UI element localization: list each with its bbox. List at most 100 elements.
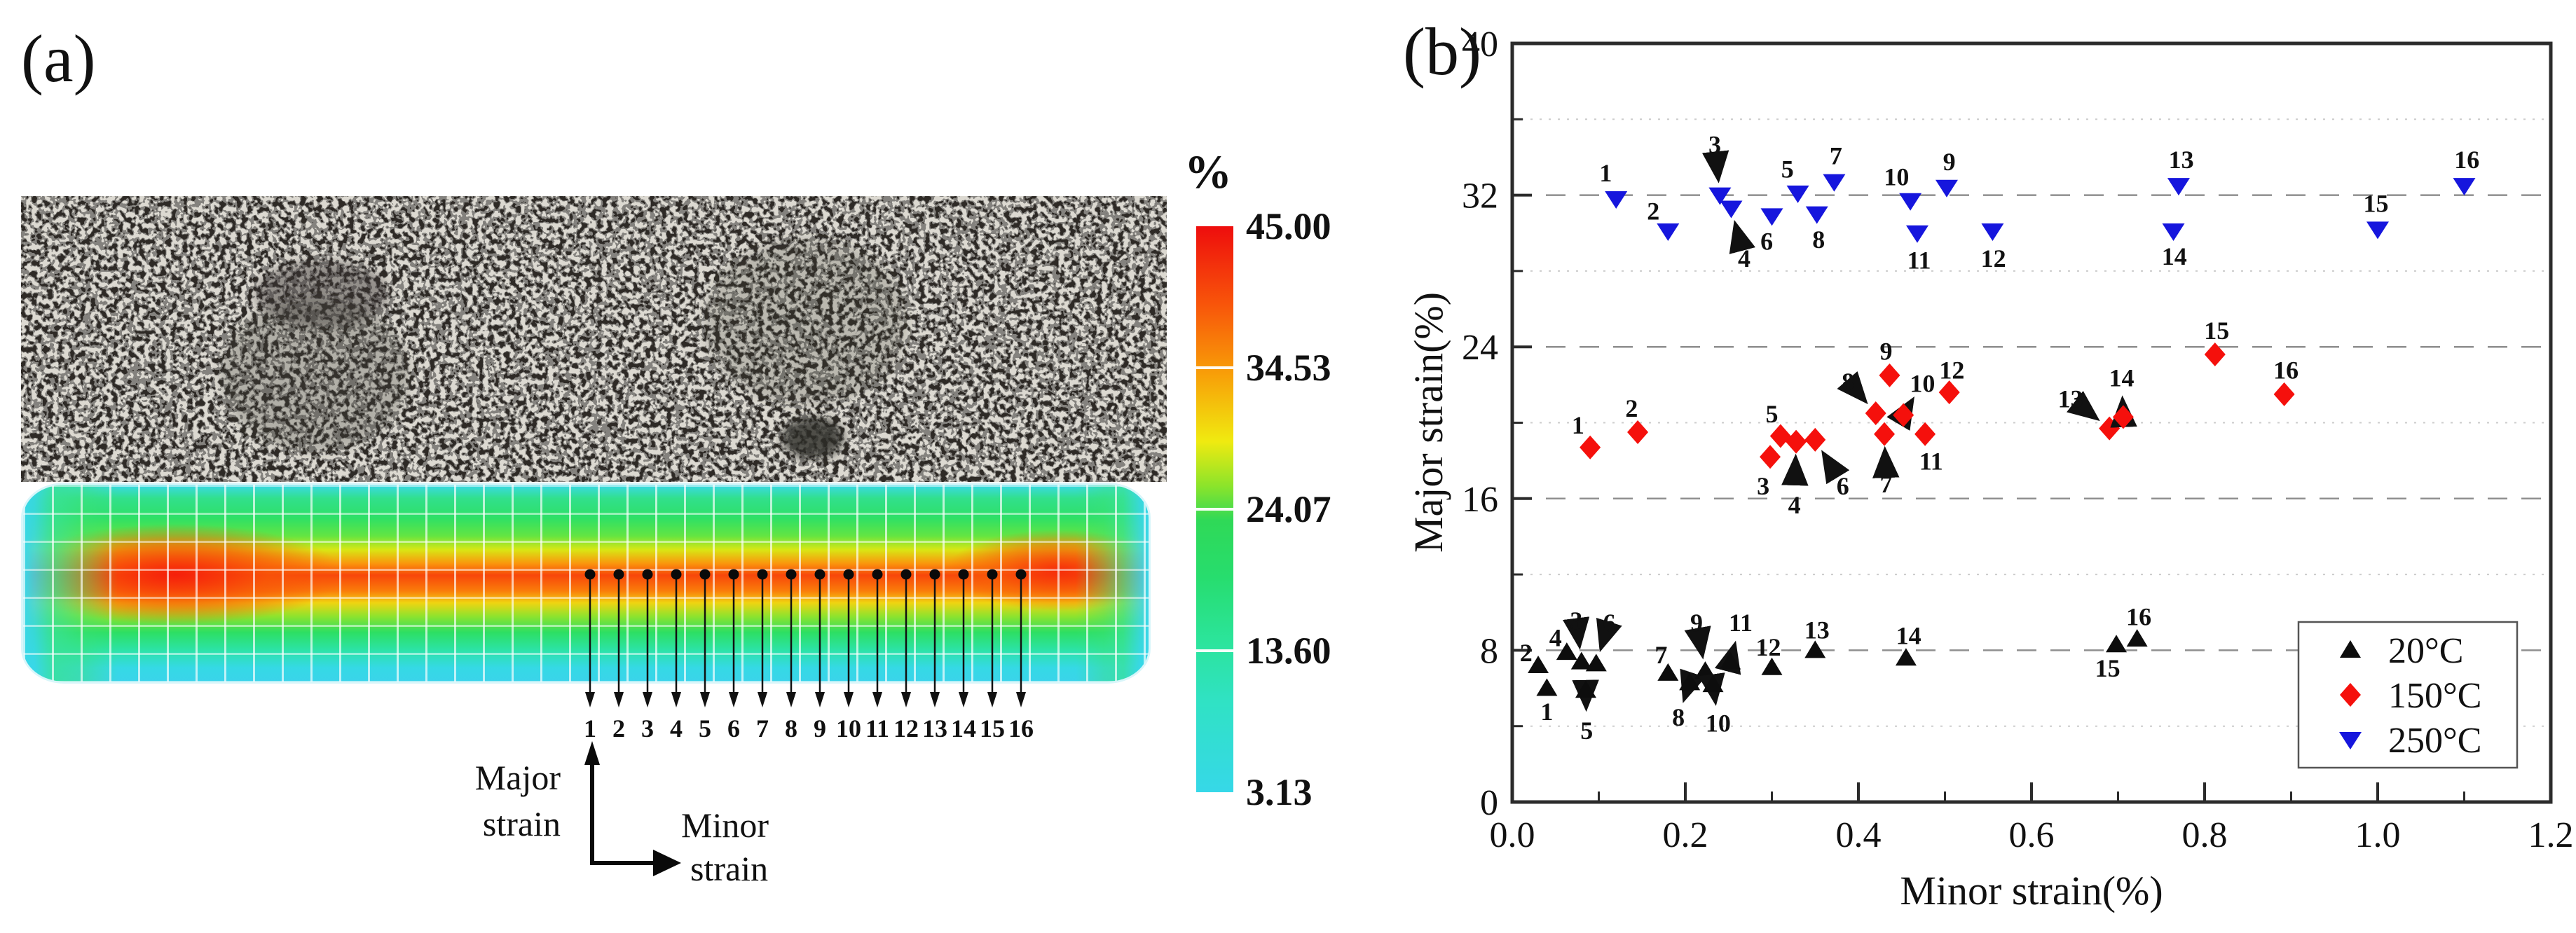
annotation-arrow <box>1596 617 1622 653</box>
y-tick-label: 40 <box>1462 25 1498 64</box>
legend-marker-triangle-up-icon <box>2340 640 2361 658</box>
point-number-label: 7 <box>1654 641 1667 669</box>
probe-arrowhead-6 <box>729 692 739 707</box>
point-number-label: 10 <box>1884 163 1909 191</box>
probe-arrowhead-8 <box>786 692 796 707</box>
data-point-150°C-3 <box>1760 445 1781 469</box>
point-number-label: 5 <box>1580 717 1593 745</box>
data-point-150°C-15 <box>2204 343 2226 367</box>
probe-dot-3 <box>642 569 653 580</box>
probe-dot-15 <box>987 569 998 580</box>
point-number-label: 4 <box>1738 244 1751 272</box>
probe-dot-14 <box>958 569 969 580</box>
probe-label-11: 11 <box>865 714 889 742</box>
probe-arrowhead-2 <box>614 692 624 707</box>
minor-strain-arrowhead-icon <box>653 850 681 876</box>
data-point-250°C-15 <box>2366 221 2389 240</box>
data-point-150°C-11 <box>1914 422 1936 446</box>
data-point-20°C-16 <box>2126 629 2148 647</box>
probe-dot-13 <box>929 569 940 580</box>
probe-dot-7 <box>757 569 768 580</box>
y-tick-label: 0 <box>1480 783 1498 823</box>
data-point-20°C-7 <box>1657 663 1679 681</box>
data-point-150°C-4 <box>1786 429 1807 454</box>
x-tick-label: 0.4 <box>1836 815 1882 855</box>
point-number-label: 10 <box>1706 709 1731 737</box>
point-number-label: 16 <box>2126 603 2151 631</box>
data-point-250°C-11 <box>1905 225 1928 243</box>
x-axis-title: Minor strain(%) <box>1900 868 2163 913</box>
minor-strain-glyph-label-line2: strain <box>690 849 769 888</box>
x-tick-label: 0.8 <box>2182 815 2228 855</box>
point-number-label: 2 <box>1625 394 1638 422</box>
data-point-250°C-5 <box>1786 185 1809 203</box>
data-point-250°C-3 <box>1708 187 1732 205</box>
point-number-label: 9 <box>1690 609 1703 637</box>
data-point-20°C-2 <box>1528 656 1549 674</box>
point-number-label: 8 <box>1842 368 1854 396</box>
point-number-label: 16 <box>2273 357 2298 385</box>
data-point-150°C-16 <box>2273 382 2295 406</box>
major-strain-arrowhead-icon <box>584 741 600 765</box>
probe-label-6: 6 <box>727 714 740 742</box>
x-tick-label: 0.0 <box>1490 815 1535 855</box>
point-number-label: 6 <box>1760 228 1773 256</box>
y-tick-label: 16 <box>1462 480 1498 520</box>
data-point-20°C-11 <box>1720 651 1741 670</box>
annotation-arrow <box>1680 668 1706 703</box>
point-number-label: 5 <box>1766 400 1779 428</box>
point-number-label: 13 <box>2058 385 2083 413</box>
point-number-label: 16 <box>2454 146 2479 174</box>
point-number-label: 4 <box>1549 623 1562 651</box>
panel-a-annotations: 1 2 3 4 5 6 7 8 9 10 11 12 13 14 15 16 <box>584 569 1034 876</box>
point-number-label: 5 <box>1781 156 1794 184</box>
annotation-arrow <box>2067 391 2100 422</box>
probe-dot-12 <box>900 569 912 580</box>
probe-label-8: 8 <box>785 714 797 742</box>
probe-arrowhead-5 <box>700 692 710 707</box>
point-number-label: 6 <box>1837 472 1849 500</box>
data-point-250°C-9 <box>1935 179 1958 198</box>
colorbar-tick-label: 45.00 <box>1246 205 1331 247</box>
probe-dot-6 <box>728 569 739 580</box>
data-point-20°C-8 <box>1679 672 1701 691</box>
annotation-arrow <box>1821 450 1850 485</box>
y-tick-label: 8 <box>1480 631 1498 671</box>
weld-smudge-right <box>704 238 907 406</box>
probe-label-15: 15 <box>980 714 1005 742</box>
point-number-label: 7 <box>1880 470 1893 498</box>
point-number-label: 6 <box>1603 609 1615 637</box>
y-tick-label: 24 <box>1462 328 1498 368</box>
point-number-label: 1 <box>1540 698 1553 726</box>
point-number-label: 2 <box>1520 639 1533 667</box>
annotation-arrow <box>1886 396 1914 431</box>
data-point-20°C-5 <box>1575 680 1596 698</box>
probe-arrowhead-15 <box>987 692 997 707</box>
point-number-label: 14 <box>1896 622 1921 650</box>
panel-b-label: (b) <box>1403 14 1481 89</box>
strain-field-heatmap <box>21 483 1151 684</box>
data-point-20°C-10 <box>1702 675 1724 693</box>
point-number-label: 10 <box>1910 370 1935 398</box>
colorbar-unit: % <box>1184 145 1232 198</box>
point-number-label: 3 <box>1757 472 1769 500</box>
probe-arrowhead-9 <box>815 692 825 707</box>
speckle-image <box>21 196 1167 482</box>
probe-label-10: 10 <box>836 714 861 742</box>
data-point-150°C-1 <box>1580 435 1601 459</box>
data-point-250°C-10 <box>1899 193 1922 211</box>
point-number-label: 9 <box>1943 148 1956 176</box>
data-point-250°C-2 <box>1657 223 1680 242</box>
data-point-250°C-1 <box>1605 191 1628 209</box>
probe-dot-11 <box>872 569 883 580</box>
colorbar-tick <box>1196 649 1233 652</box>
data-point-20°C-4 <box>1556 642 1577 661</box>
data-point-250°C-6 <box>1760 208 1783 226</box>
point-number-label: 11 <box>1907 247 1931 275</box>
probe-label-2: 2 <box>612 714 625 742</box>
probe-dot-2 <box>613 569 624 580</box>
point-number-label: 4 <box>1788 491 1801 519</box>
colorbar-tick-label: 3.13 <box>1246 771 1313 813</box>
point-number-label: 15 <box>2204 317 2229 345</box>
colorbar-tick-label: 13.60 <box>1246 630 1331 672</box>
